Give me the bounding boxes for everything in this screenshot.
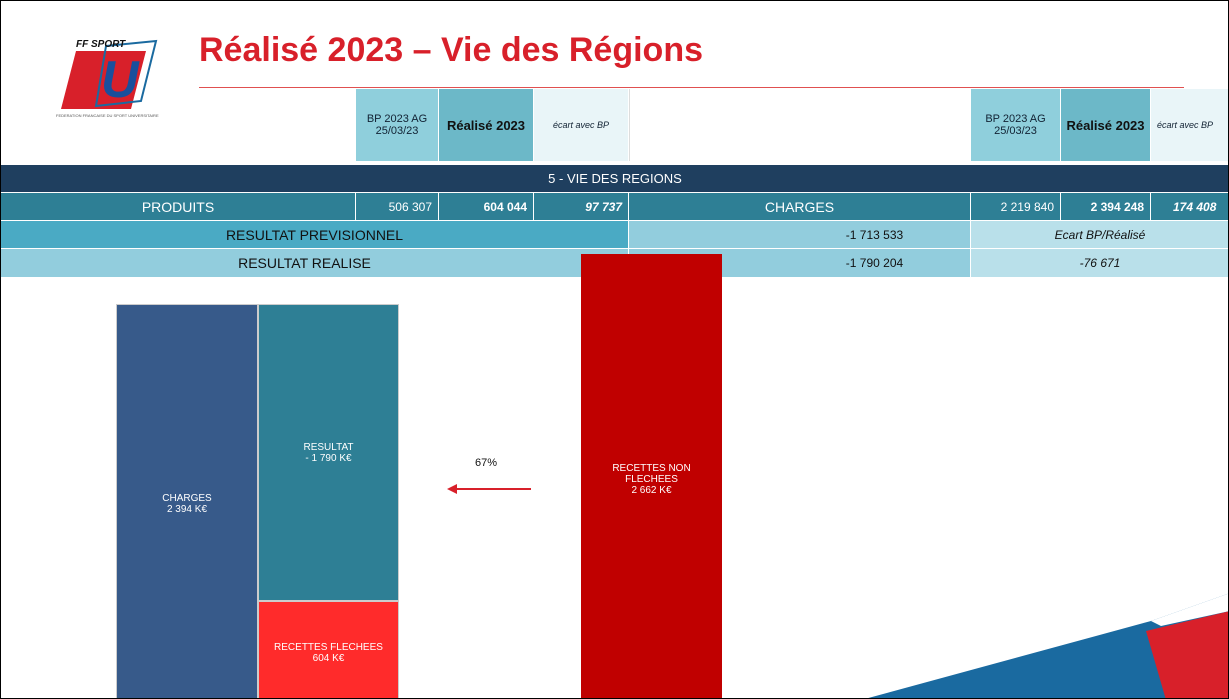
col-head: Réalisé 2023: [439, 89, 534, 161]
block-label: RESULTAT: [303, 441, 354, 453]
cell: Ecart BP/Réalisé: [971, 221, 1228, 248]
cell: RESULTAT PREVISIONNEL: [1, 221, 629, 248]
logo-brand: FF SPORT: [76, 39, 126, 50]
cell: -1 713 533: [629, 221, 971, 248]
col-head: Réalisé 2023: [1061, 89, 1151, 161]
cell: 2 219 840: [971, 193, 1061, 220]
block-label: RECETTES FLECHEES: [274, 641, 383, 653]
cell: PRODUITS: [1, 193, 356, 220]
block-label: CHARGES: [162, 493, 212, 504]
cell: CHARGES: [629, 193, 971, 220]
cell: RESULTAT REALISE: [1, 249, 629, 277]
cell: 97 737: [534, 193, 629, 220]
logo: U FF SPORT FEDERATION FRANCAISE DU SPORT…: [56, 39, 159, 118]
block-label: RECETTES NON FLECHEES: [612, 462, 691, 485]
blank-cell: [629, 89, 971, 161]
cell: 174 408: [1151, 193, 1228, 220]
cell: 506 307: [356, 193, 439, 220]
recettes-flechees-block: RECETTES FLECHEES 604 K€: [258, 601, 399, 698]
decoration: [868, 593, 1228, 698]
cell: 2 394 248: [1061, 193, 1151, 220]
title: Réalisé 2023 – Vie des Régions: [199, 31, 703, 69]
col-head: BP 2023 AG 25/03/23: [971, 89, 1061, 161]
col-head: écart avec BP: [534, 89, 629, 161]
cell: 604 044: [439, 193, 534, 220]
arrow: [447, 484, 531, 494]
section-row: 5 - VIE DES REGIONS: [1, 165, 1228, 192]
logo-letter: U: [101, 51, 140, 109]
block-value: 604 K€: [312, 652, 345, 664]
resultat-block: RESULTAT - 1 790 K€: [258, 304, 399, 601]
logo-subtitle: FEDERATION FRANCAISE DU SPORT UNIVERSITA…: [56, 113, 159, 118]
recettes-non-flechees-block: RECETTES NON FLECHEES 2 662 K€: [581, 254, 722, 698]
col-head: écart avec BP: [1151, 89, 1228, 161]
charges-block: CHARGES 2 394 K€: [116, 304, 258, 698]
block-value: 2 394 K€: [166, 504, 208, 515]
title-rule: [199, 87, 1184, 88]
col-head: BP 2023 AG 25/03/23: [356, 89, 439, 161]
arrow-label: 67%: [475, 457, 498, 469]
cell: -76 671: [971, 249, 1228, 277]
block-value: 2 662 K€: [631, 484, 672, 496]
block-value: - 1 790 K€: [305, 452, 352, 464]
